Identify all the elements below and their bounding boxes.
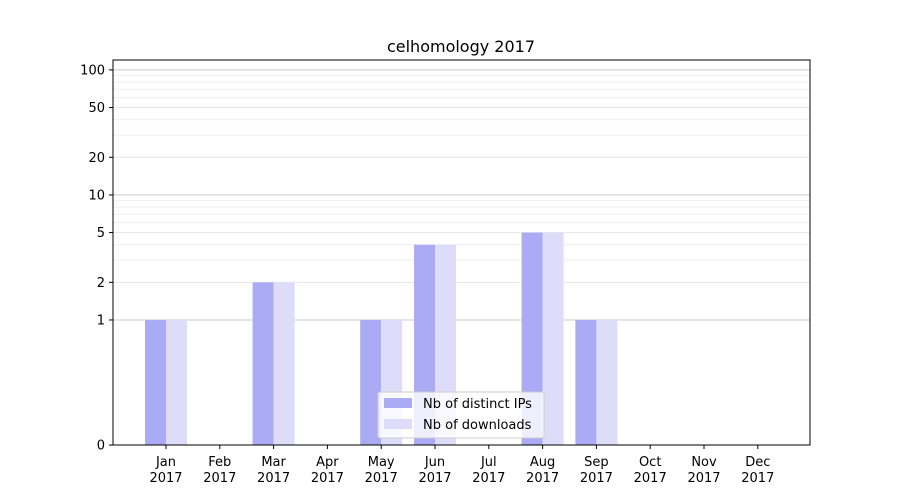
legend-box <box>377 391 545 439</box>
x-tick-label: Jul 2017 <box>472 455 505 486</box>
x-axis: Jan 2017 Feb 2017 Mar 2017 Apr 2017 May 2017 Jun 20… <box>149 445 774 486</box>
x-tick-label: Sep 2017 <box>580 455 613 486</box>
y-axis: 0 1 2 5 10 20 50 100 <box>80 63 113 454</box>
y-tick-label: 2 <box>97 276 105 291</box>
legend-swatch-downloads <box>384 419 412 429</box>
bar-ips-0 <box>145 319 166 445</box>
y-tick-label: 20 <box>88 151 105 166</box>
bar-ips-4 <box>360 319 382 445</box>
x-tick-label: Oct 2017 <box>634 455 667 486</box>
bar-ips-8 <box>575 319 597 445</box>
x-tick-label: Dec 2017 <box>741 455 774 486</box>
legend-label-ips: Nb of distinct IPs <box>423 397 532 412</box>
legend-swatch-ips <box>384 398 412 408</box>
x-tick-label: Feb 2017 <box>203 455 236 486</box>
legend: Nb of distinct IPs Nb of downloads <box>377 391 545 439</box>
x-tick-label: Mar 2017 <box>257 455 290 486</box>
y-tick-label: 1 <box>97 313 105 328</box>
x-tick-label: Nov 2017 <box>687 455 720 486</box>
x-tick-label: Jan 2017 <box>149 455 182 486</box>
legend-label-downloads: Nb of downloads <box>423 418 532 433</box>
y-tick-label: 10 <box>88 188 105 203</box>
y-tick-label: 5 <box>97 226 105 241</box>
bar-downloads-0 <box>166 319 187 445</box>
chart-title: celhomology 2017 <box>387 37 535 56</box>
grid <box>113 69 810 321</box>
bar-downloads-8 <box>596 319 618 445</box>
y-tick-label: 50 <box>88 101 105 116</box>
x-tick-label: May 2017 <box>365 455 398 486</box>
bars <box>145 232 618 445</box>
y-tick-label: 100 <box>80 63 105 78</box>
plot-area <box>112 59 811 446</box>
x-tick-label: Apr 2017 <box>311 455 344 486</box>
x-tick-label: Aug 2017 <box>526 455 559 486</box>
bar-downloads-7 <box>542 232 564 445</box>
y-tick-label: 0 <box>97 439 105 454</box>
bar-ips-2 <box>252 282 274 445</box>
bar-downloads-2 <box>273 282 295 445</box>
x-tick-label: Jun 2017 <box>418 455 451 486</box>
